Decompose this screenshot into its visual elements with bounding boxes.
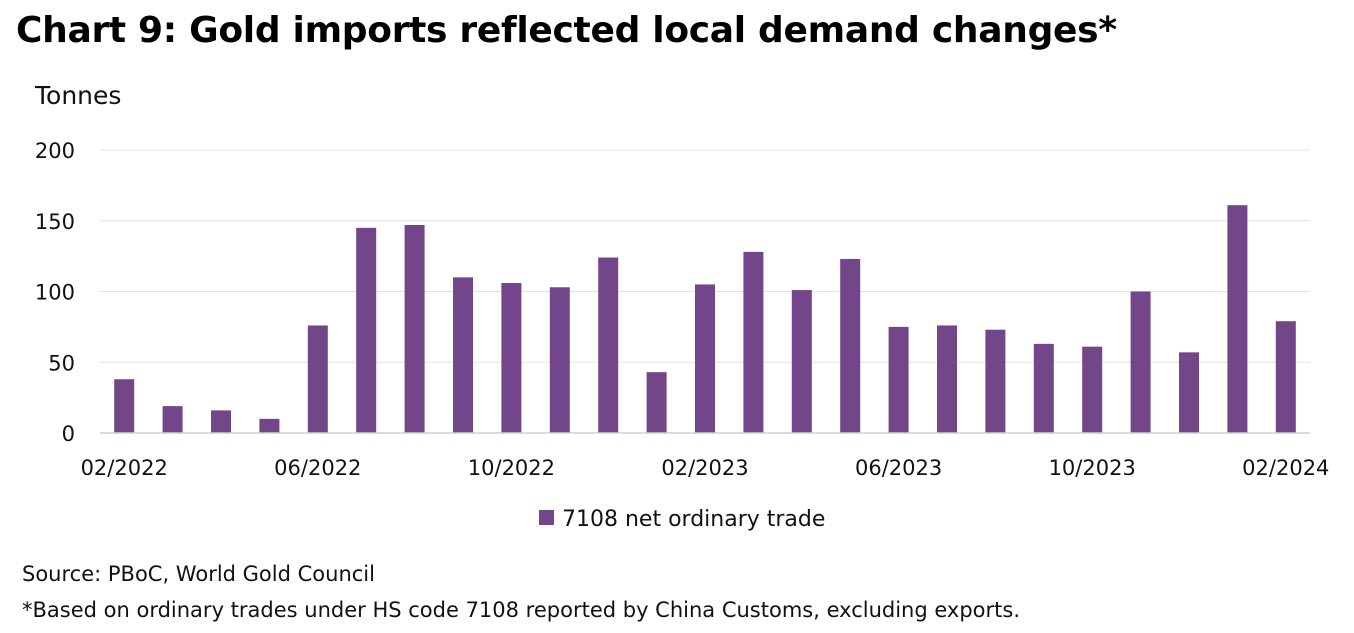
x-tick-label: 02/2022 [81,456,168,480]
bar-10-2022 [501,283,522,433]
y-tick-label: 150 [35,210,75,234]
bar-06-2022 [307,325,328,433]
chart-area: 0 50 100 150 200 Tonnes 02/2022 06/2022 10/202… [34,81,1330,532]
x-axis: 02/2022 06/2022 10/2022 02/2023 06/2023 10/20… [81,456,1330,480]
x-tick-label: 10/2022 [468,456,555,480]
bar-10-2023 [1082,346,1103,433]
legend-swatch [539,510,554,525]
bar-07-2023 [937,325,957,433]
legend-label: 7108 net ordinary trade [562,507,825,532]
source-note: Source: PBoC, World Gold Council [22,562,375,586]
x-tick-label: 06/2023 [855,456,942,480]
x-tick-label: 06/2022 [274,456,361,480]
bar-05-2023 [840,258,861,433]
bar-03-2023 [743,251,764,433]
bar-12-2022 [598,257,619,433]
footnote: *Based on ordinary trades under HS code … [22,598,1021,622]
y-axis-label: Tonnes [34,81,121,110]
chart-title: Chart 9: Gold imports reflected local de… [16,10,1117,51]
bar-02-2024 [1275,321,1296,433]
x-tick-label: 02/2023 [661,456,748,480]
bar-03-2022 [162,406,183,433]
bar-07-2022 [356,227,377,433]
bar-09-2023 [1033,343,1054,433]
y-axis: 0 50 100 150 200 [35,139,75,446]
bar-08-2022 [404,224,425,433]
bar-11-2022 [549,287,570,433]
y-tick-label: 200 [35,139,75,163]
bar-02-2023 [695,284,715,433]
bar-01-2024 [1227,205,1248,433]
bar-12-2023 [1179,352,1199,433]
bar-01-2023 [646,372,667,433]
y-tick-label: 0 [62,422,75,446]
legend: 7108 net ordinary trade [539,507,825,532]
bar-04-2023 [791,290,812,433]
y-tick-label: 100 [35,281,75,305]
x-tick-label: 10/2023 [1049,456,1136,480]
bar-05-2022 [259,418,280,433]
bars [114,205,1296,433]
bar-11-2023 [1130,291,1151,433]
bar-02-2022 [114,379,135,433]
bar-04-2022 [211,410,231,433]
bar-09-2022 [453,277,473,433]
y-tick-label: 50 [48,351,75,375]
bar-08-2023 [985,329,1006,433]
x-tick-label: 02/2024 [1242,456,1329,480]
bar-06-2023 [888,326,909,433]
